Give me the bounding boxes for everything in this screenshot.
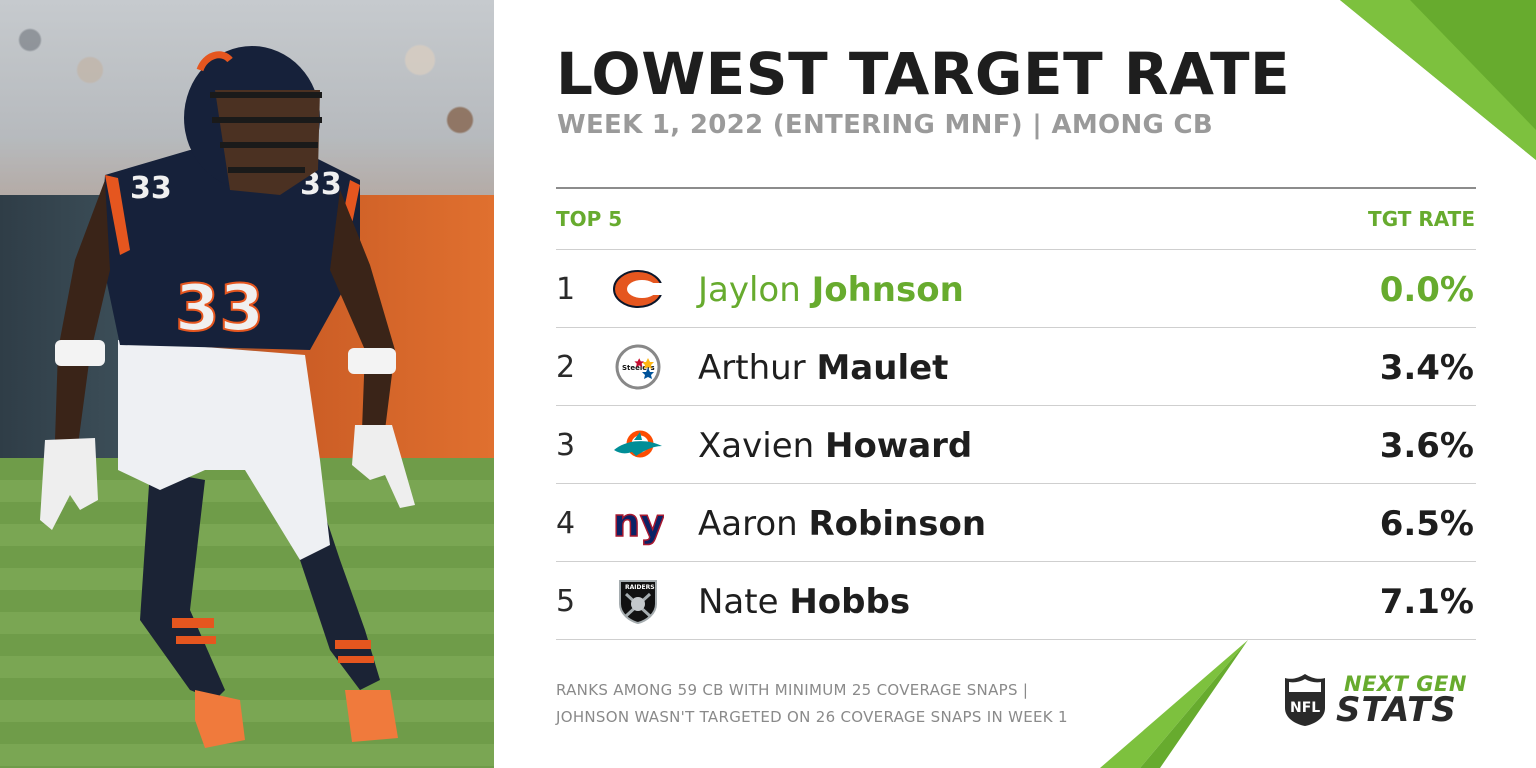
player-last-name: Hobbs [789,582,911,622]
bears-logo-icon [613,270,664,308]
table-row: 4 ny Aaron Robinson 6.5% [556,484,1476,562]
row-divider [556,639,1476,640]
player-first-name: Nate [698,582,779,622]
decorative-shard-top [1340,0,1536,160]
player-first-name: Arthur [698,348,806,388]
player-last-name: Maulet [816,348,949,388]
steelers-logo-icon: Steelers [615,344,661,390]
rank-number: 3 [556,428,576,463]
steelers-wordmark: Steelers [622,364,655,372]
decorative-shard-bottom [1100,640,1248,768]
target-rate: 7.1% [1379,582,1474,622]
brand-line-2: STATS [1336,690,1457,730]
target-rate: 3.4% [1379,348,1474,388]
player-last-name: Howard [824,426,973,466]
footnote-line-1: RANKS AMONG 59 CB WITH MINIMUM 25 COVERA… [556,681,1029,699]
player-first-name: Jaylon [698,270,801,310]
table-row: 2 Steelers Arthur Maulet 3.4% [556,328,1476,406]
table-row: 5 RAIDERS Nate Hobbs 7.1% [556,562,1476,640]
player-first-name: Xavien [698,426,815,466]
header-divider [556,187,1476,189]
giants-logo-icon: ny [612,500,664,546]
row-divider [556,483,1476,484]
grass-field [0,458,494,768]
sleeve-number-left: 33 [130,171,172,206]
target-rate: 6.5% [1379,504,1474,544]
raiders-logo-icon: RAIDERS [619,580,657,624]
column-header-rate: TGT RATE [1368,207,1475,231]
table-row: 1 Jaylon Johnson 0.0% [556,250,1476,328]
player-first-name: Aaron [698,504,798,544]
rank-number: 1 [556,272,576,307]
rank-number: 4 [556,506,576,541]
player-name: Xavien Howard [698,426,972,466]
column-header-rank: TOP 5 [556,207,623,231]
nfl-shield-text: NFL [1290,700,1320,716]
footnote-line-2: JOHNSON WASN'T TARGETED ON 26 COVERAGE S… [556,708,1068,726]
giants-wordmark: ny [613,501,664,545]
row-divider [556,327,1476,328]
player-name: Arthur Maulet [698,348,948,388]
rank-number: 5 [556,584,576,619]
row-divider [556,249,1476,250]
row-divider [556,405,1476,406]
player-last-name: Johnson [811,270,964,310]
jersey-number: 33 [175,272,264,346]
next-gen-stats-logo: NFL NEXT GEN STATS [1282,672,1476,730]
page-subtitle: WEEK 1, 2022 (ENTERING MNF) | AMONG CB [557,110,1214,140]
dolphins-logo-icon [614,430,662,458]
row-divider [556,561,1476,562]
target-rate: 0.0% [1379,270,1474,310]
target-rate: 3.6% [1379,426,1474,466]
raiders-wordmark: RAIDERS [625,584,655,591]
page-title: LOWEST TARGET RATE [556,40,1291,108]
brand-line-1: NEXT GEN [1344,672,1467,696]
nfl-shield-icon: NFL [1285,674,1325,726]
player-photo: 33 33 33 [0,0,494,768]
player-last-name: Robinson [808,504,987,544]
table-row: 3 Xavien Howard 3.6% [556,406,1476,484]
player-name: Nate Hobbs [698,582,910,622]
player-name: Jaylon Johnson [698,270,964,310]
player-figure: 33 33 33 [40,46,415,748]
player-name: Aaron Robinson [698,504,986,544]
rank-number: 2 [556,350,576,385]
